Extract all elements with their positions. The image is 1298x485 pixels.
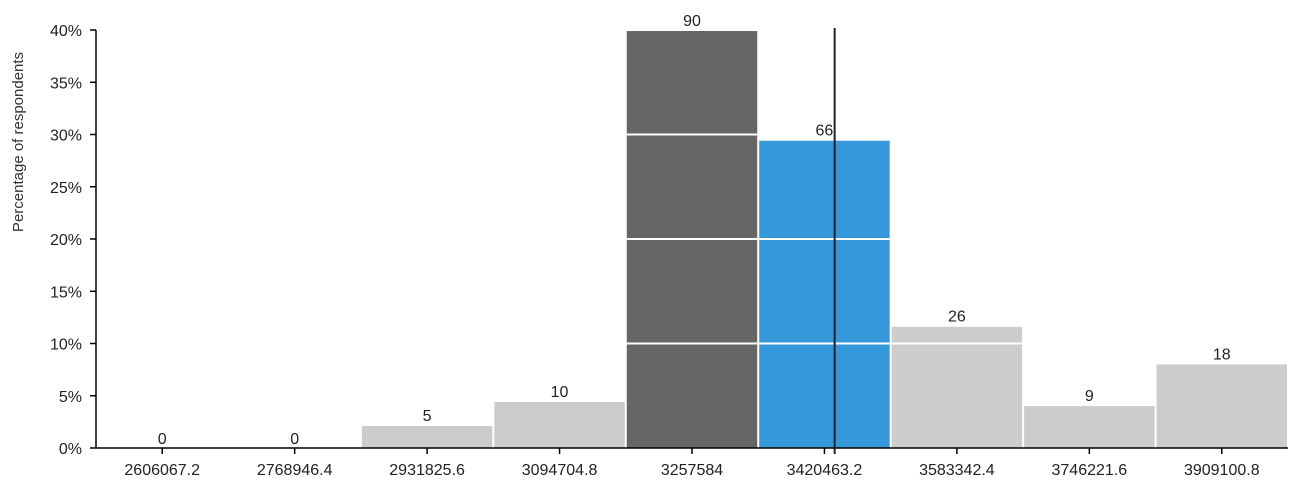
bar-7 xyxy=(1024,405,1155,448)
bar-value-label: 0 xyxy=(290,431,299,448)
bar-value-label: 66 xyxy=(816,123,834,140)
bar-value-label: 90 xyxy=(683,13,701,30)
y-axis-title: Percentage of respondents xyxy=(10,52,27,232)
bar-value-label: 9 xyxy=(1085,388,1094,405)
x-tick-label: 3909100.8 xyxy=(1184,462,1260,479)
bar-value-label: 26 xyxy=(948,309,966,326)
bar-5 xyxy=(759,139,890,448)
x-tick-label: 3257584 xyxy=(661,462,723,479)
value-labels: 0 0 5 10 90 66 26 9 18 xyxy=(158,13,1231,448)
x-tick-label: 2606067.2 xyxy=(124,462,200,479)
x-tick-label: 3583342.4 xyxy=(919,462,995,479)
y-tick-label: 40% xyxy=(50,23,82,40)
y-tick-label: 30% xyxy=(50,128,82,145)
x-tick-label: 3094704.8 xyxy=(522,462,598,479)
y-tick-label: 20% xyxy=(50,232,82,249)
y-tick-label: 0% xyxy=(59,441,82,458)
x-tick-label: 2768946.4 xyxy=(257,462,333,479)
bar-value-label: 0 xyxy=(158,431,167,448)
y-tick-label: 25% xyxy=(50,180,82,197)
bar-value-label: 18 xyxy=(1213,346,1231,363)
x-tick-label: 2931825.6 xyxy=(389,462,465,479)
x-tick-label: 3746221.6 xyxy=(1052,462,1128,479)
y-tick-label: 10% xyxy=(50,337,82,354)
x-tick-label: 3420463.2 xyxy=(787,462,863,479)
bar-2 xyxy=(361,425,493,448)
y-tick-label: 15% xyxy=(50,284,82,301)
bar-3 xyxy=(494,400,625,448)
bar-6 xyxy=(891,325,1023,448)
bar-value-label: 5 xyxy=(423,408,432,425)
bar-8 xyxy=(1156,363,1287,448)
x-axis: 2606067.2 2768946.4 2931825.6 3094704.8 3257… xyxy=(96,447,1288,479)
y-tick-label: 5% xyxy=(59,389,82,406)
bar-gridlines xyxy=(361,29,1287,427)
y-tick-label: 35% xyxy=(50,75,82,92)
y-axis: 0% 5% 10% 15% 20% 25% 30% 35% 40% xyxy=(50,23,97,458)
bar-value-label: 10 xyxy=(551,384,569,401)
